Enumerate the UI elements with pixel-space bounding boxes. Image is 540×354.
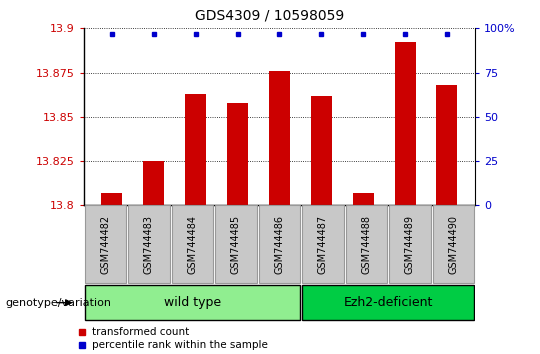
Bar (436, 85, 457, 205)
Bar (227, 103, 248, 205)
Text: Ezh2-deficient: Ezh2-deficient (343, 296, 433, 309)
Bar (433, 205, 474, 283)
Bar (102, 193, 123, 205)
Text: GSM744482: GSM744482 (100, 215, 111, 274)
Bar (302, 285, 474, 320)
Bar (395, 42, 416, 205)
Bar (172, 205, 213, 283)
Bar (389, 205, 431, 283)
Bar (353, 193, 374, 205)
Bar (143, 161, 164, 205)
Text: GSM744489: GSM744489 (405, 215, 415, 274)
Bar (215, 205, 257, 283)
Text: genotype/variation: genotype/variation (5, 298, 111, 308)
Text: wild type: wild type (164, 296, 221, 309)
Text: GSM744483: GSM744483 (144, 215, 154, 274)
Bar (85, 285, 300, 320)
Legend: transformed count, percentile rank within the sample: transformed count, percentile rank withi… (78, 327, 267, 350)
Text: GSM744490: GSM744490 (448, 215, 458, 274)
Bar (259, 205, 300, 283)
Bar (269, 71, 290, 205)
Bar (346, 205, 387, 283)
Text: GSM744486: GSM744486 (274, 215, 285, 274)
Bar (128, 205, 170, 283)
Text: GSM744488: GSM744488 (361, 215, 372, 274)
Text: GSM744485: GSM744485 (231, 215, 241, 274)
Bar (311, 96, 332, 205)
Bar (85, 205, 126, 283)
Bar (302, 205, 344, 283)
Text: GDS4309 / 10598059: GDS4309 / 10598059 (195, 9, 345, 23)
Text: GSM744487: GSM744487 (318, 215, 328, 274)
Bar (185, 94, 206, 205)
Text: GSM744484: GSM744484 (187, 215, 198, 274)
